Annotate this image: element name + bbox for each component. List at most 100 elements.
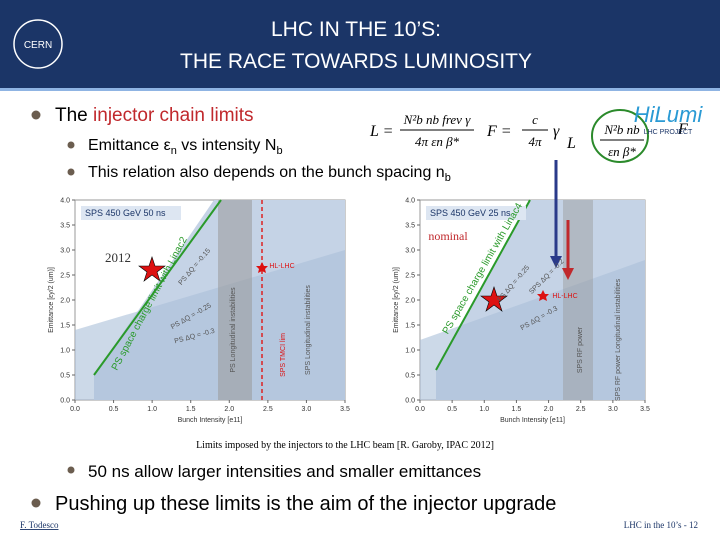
bullet [67,141,75,149]
formula-num: N²b nb [603,122,640,137]
subscript: b [445,172,451,184]
region [420,260,645,400]
logo: CERN [24,40,52,51]
x-tick-label: 2.5 [263,406,273,413]
x-tick-label: 2.0 [224,406,234,413]
sub-bullet: 50 ns allow larger intensities and small… [88,462,481,481]
annotation: 2012 [105,250,131,265]
annotation: SPS Longitudinal instabilities [305,285,312,375]
arrow-head [550,256,562,268]
bullet [67,168,75,176]
y-tick-label: 2.0 [60,298,70,305]
y-tick-label: 2.5 [60,273,70,280]
title-line: THE RACE TOWARDS LUMINOSITY [180,50,532,73]
x-tick-label: 3.0 [302,406,312,413]
y-tick-label: 0.0 [60,398,70,405]
annotation: SPS RF power [577,326,584,373]
plot-graphics [74,199,346,401]
bullet [67,466,75,474]
y-tick-label: 4.0 [405,198,415,205]
formula-lhs: L [566,135,576,152]
y-tick-label: 1.5 [405,323,415,330]
footer-page: LHC in the 10’s - 12 [624,520,698,530]
x-tick-label: 0.5 [109,406,119,413]
y-tick-label: 3.5 [60,223,70,230]
formulas: L = N²b nb frev γ 4π εn β* F = c 4π γ L … [369,109,688,163]
y-tick-label: 0.5 [405,373,415,380]
y-axis-label: Emittance [εy/2 (um)] [393,267,400,333]
y-tick-label: 0.0 [405,398,415,405]
x-tick-label: 0.0 [415,406,425,413]
y-tick-label: 1.5 [60,323,70,330]
y-tick-label: 3.5 [405,223,415,230]
bullet [31,498,41,508]
x-axis-label: Bunch Intensity [e11] [500,417,565,424]
y-tick-label: 3.0 [405,248,415,255]
formula-den: εn β* [608,144,636,159]
header-rule [0,88,720,91]
plot-title-box [426,206,526,220]
bullet [31,110,41,120]
x-tick-label: 3.5 [640,406,650,413]
x-tick-label: 0.5 [447,406,457,413]
annotation: SPS RF power Longitudinal instabilities [615,278,622,401]
plot-title: SPS 450 GeV 50 ns [85,208,166,218]
x-tick-label: 1.0 [147,406,157,413]
formula-den: 4π εn β* [415,134,460,149]
footer-author: F. Todesco [20,520,59,530]
star [256,262,268,273]
caption: Limits imposed by the injectors to the L… [196,440,494,451]
logo: HiLumi [634,102,704,127]
formula-den: 4π [528,134,542,149]
formula-tail: γ [553,123,560,140]
sub-bullet: This relation also depends on the bunch … [88,164,451,184]
text: The [55,105,93,126]
header-band [0,0,720,88]
formula-tail: F [677,121,688,138]
bullet-text: Pushing up these limits is the aim of th… [55,493,556,515]
highlight: injector chain limits [93,105,254,126]
star [480,286,508,312]
subscript: n [171,145,177,157]
title-line: LHC IN THE 10’S: [271,18,441,41]
highlight-circle [591,109,649,163]
annotation: HL-LHC [269,263,294,270]
x-tick-label: 3.5 [340,406,350,413]
star [537,290,549,301]
x-tick-label: 2.0 [544,406,554,413]
bullet-text: The injector chain limits [55,105,254,126]
y-tick-label: 4.0 [60,198,70,205]
logo-subtitle: LHC PROJECT [644,129,693,136]
annotation: PS Longitudinal instabilities [230,287,237,373]
y-tick-label: 1.0 [60,348,70,355]
region [75,250,345,400]
x-axis-label: Bunch Intensity [e11] [178,417,243,424]
x-tick-label: 2.5 [576,406,586,413]
y-tick-label: 3.0 [60,248,70,255]
x-tick-label: 1.0 [479,406,489,413]
y-tick-label: 2.5 [405,273,415,280]
y-tick-label: 1.0 [405,348,415,355]
x-tick-label: 1.5 [512,406,522,413]
plot-graphics [419,160,646,401]
limit-line [435,199,531,371]
text: Emittance ε [88,137,171,154]
limit-line [93,199,222,376]
star [138,256,166,282]
y-tick-label: 2.0 [405,298,415,305]
annotation: SPS TMCI lim [280,333,287,377]
plot-title-box [81,206,181,220]
arrow-head [562,268,574,280]
formula-num: N²b nb frev γ [403,112,472,127]
text: This relation also depends on the bunch … [88,164,445,181]
text: vs intensity N [177,137,277,154]
plot-title: SPS 450 GeV 25 ns [430,208,511,218]
x-tick-label: 3.0 [608,406,618,413]
formula-lhs: L = [369,123,393,140]
x-tick-label: 0.0 [70,406,80,413]
region [218,200,252,400]
subscript: b [276,145,282,157]
annotation: nominal [428,229,468,243]
